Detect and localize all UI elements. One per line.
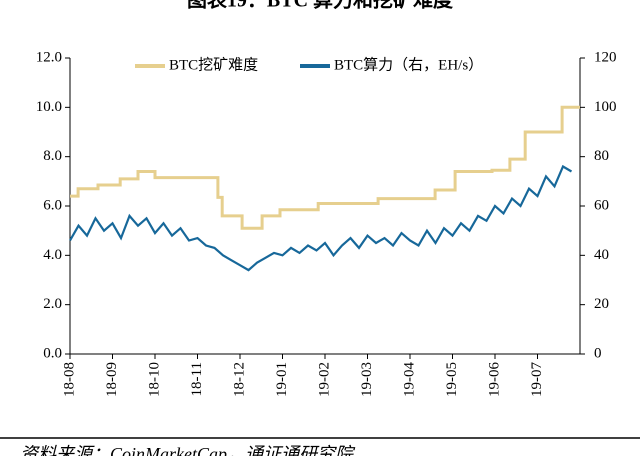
chart-title: 图表19：BTC 算力和挖矿难度 [187,0,454,12]
y2-tick-label: 0 [594,345,602,361]
legend-label: BTC算力（右，EH/s） [334,55,483,73]
x-tick-label: 19-06 [486,362,502,397]
x-tick-label: 19-02 [316,362,332,397]
y-tick-label: 6.0 [43,197,62,213]
y2-tick-label: 80 [594,148,609,164]
x-tick-label: 18-08 [61,362,77,397]
x-tick-label: 19-03 [359,362,375,397]
y2-tick-label: 40 [594,247,609,263]
y2-tick-label: 60 [594,197,609,213]
y-tick-label: 2.0 [43,296,62,312]
x-tick-label: 19-07 [529,362,545,397]
y-tick-label: 8.0 [43,148,62,164]
x-tick-label: 18-12 [231,362,247,397]
legend-label: BTC挖矿难度 [169,56,258,73]
x-tick-label: 18-10 [146,362,162,397]
source: 资料来源：CoinMarketCap，通证通研究院 [20,444,356,456]
x-tick-label: 19-01 [274,362,290,397]
y2-tick-label: 20 [594,296,609,312]
y-tick-label: 10.0 [36,99,62,115]
y2-tick-label: 100 [594,99,617,115]
series-line [69,164,573,272]
y-tick-label: 0.0 [43,345,62,361]
y2-tick-label: 120 [594,49,617,65]
x-tick-label: 19-04 [401,362,417,397]
x-tick-label: 18-11 [189,362,205,396]
x-tick-label: 19-05 [444,362,460,397]
x-tick-label: 18-09 [104,362,120,397]
y-tick-label: 12.0 [36,49,62,65]
y-tick-label: 4.0 [43,247,62,263]
series-line [70,105,580,230]
